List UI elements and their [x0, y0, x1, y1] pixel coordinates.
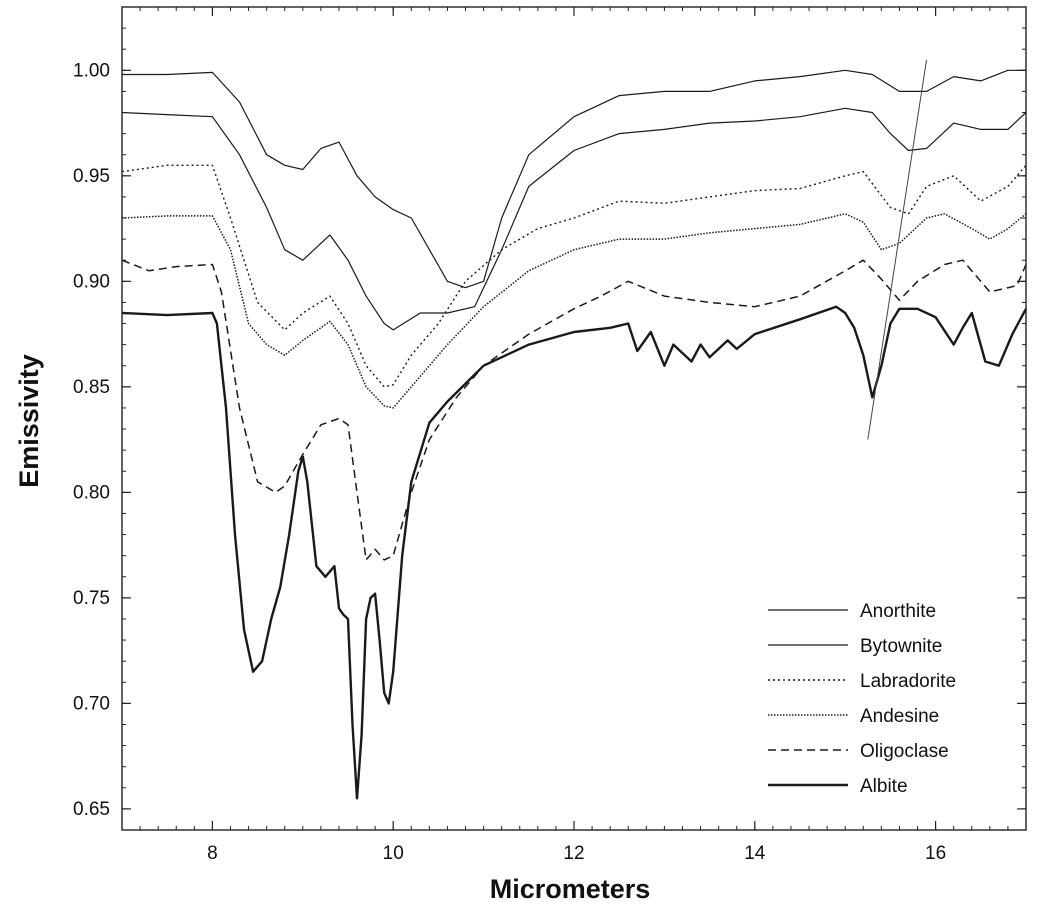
legend-label-andesine: Andesine: [860, 706, 939, 727]
x-tick-label: 10: [383, 843, 404, 864]
x-axis: Micrometers 8 10 12 14 16: [139, 7, 1027, 904]
y-tick-label: 0.80: [73, 482, 110, 503]
reference-line: [867, 59, 928, 440]
x-tick-label: 16: [925, 843, 946, 864]
y-axis: Emissivity 0.65 0.70 0.75 0.80 0.85 0.90 0.95 1…: [14, 27, 1026, 820]
legend-label-bytownite: Bytownite: [860, 636, 942, 657]
legend-label-albite: Albite: [860, 776, 908, 797]
x-axis-title: Micrometers: [490, 874, 651, 904]
legend-label-anorthite: Anorthite: [860, 601, 936, 622]
series-line-oligoclase: [121, 259, 1027, 561]
plot-frame: [121, 6, 1027, 831]
series-layer: [121, 69, 1028, 800]
y-tick-label: 0.95: [73, 166, 110, 187]
y-ticks: 0.65 0.70 0.75 0.80 0.85 0.90 0.95 1.00: [73, 27, 1026, 820]
legend: Anorthite Bytownite Labradorite Andesine Oli…: [768, 601, 956, 797]
y-axis-title: Emissivity: [14, 354, 44, 488]
y-tick-label: 1.00: [73, 60, 110, 81]
series-line-labradorite: [121, 164, 1027, 388]
series-line-bytownite: [121, 107, 1027, 331]
legend-label-labradorite: Labradorite: [860, 671, 956, 692]
y-tick-label: 0.85: [73, 377, 110, 398]
x-tick-label: 12: [563, 843, 584, 864]
annotation-layer: [867, 59, 928, 440]
y-tick-label: 0.75: [73, 588, 110, 609]
series-line-andesine: [121, 213, 1027, 409]
series-line-anorthite: [122, 69, 1026, 289]
y-tick-label: 0.65: [73, 799, 110, 820]
y-tick-label: 0.70: [73, 693, 110, 714]
series-line-albite: [121, 305, 1028, 800]
x-tick-label: 14: [744, 843, 766, 864]
x-tick-label: 8: [207, 843, 218, 864]
legend-label-oligoclase: Oligoclase: [860, 741, 949, 762]
y-tick-label: 0.90: [73, 271, 110, 292]
